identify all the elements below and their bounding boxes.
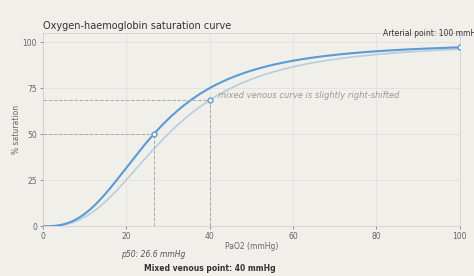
Text: mixed venous curve is slightly right-shifted: mixed venous curve is slightly right-shi…: [218, 91, 399, 100]
Text: p50: 26.6 mmHg: p50: 26.6 mmHg: [121, 250, 186, 259]
Text: Arterial point: 100 mmHg: Arterial point: 100 mmHg: [383, 29, 474, 38]
Text: Oxygen-haemoglobin saturation curve: Oxygen-haemoglobin saturation curve: [43, 21, 231, 31]
X-axis label: PaO2 (mmHg): PaO2 (mmHg): [225, 242, 278, 251]
Y-axis label: % saturation: % saturation: [12, 105, 21, 154]
Text: Mixed venous point: 40 mmHg: Mixed venous point: 40 mmHg: [144, 264, 275, 273]
